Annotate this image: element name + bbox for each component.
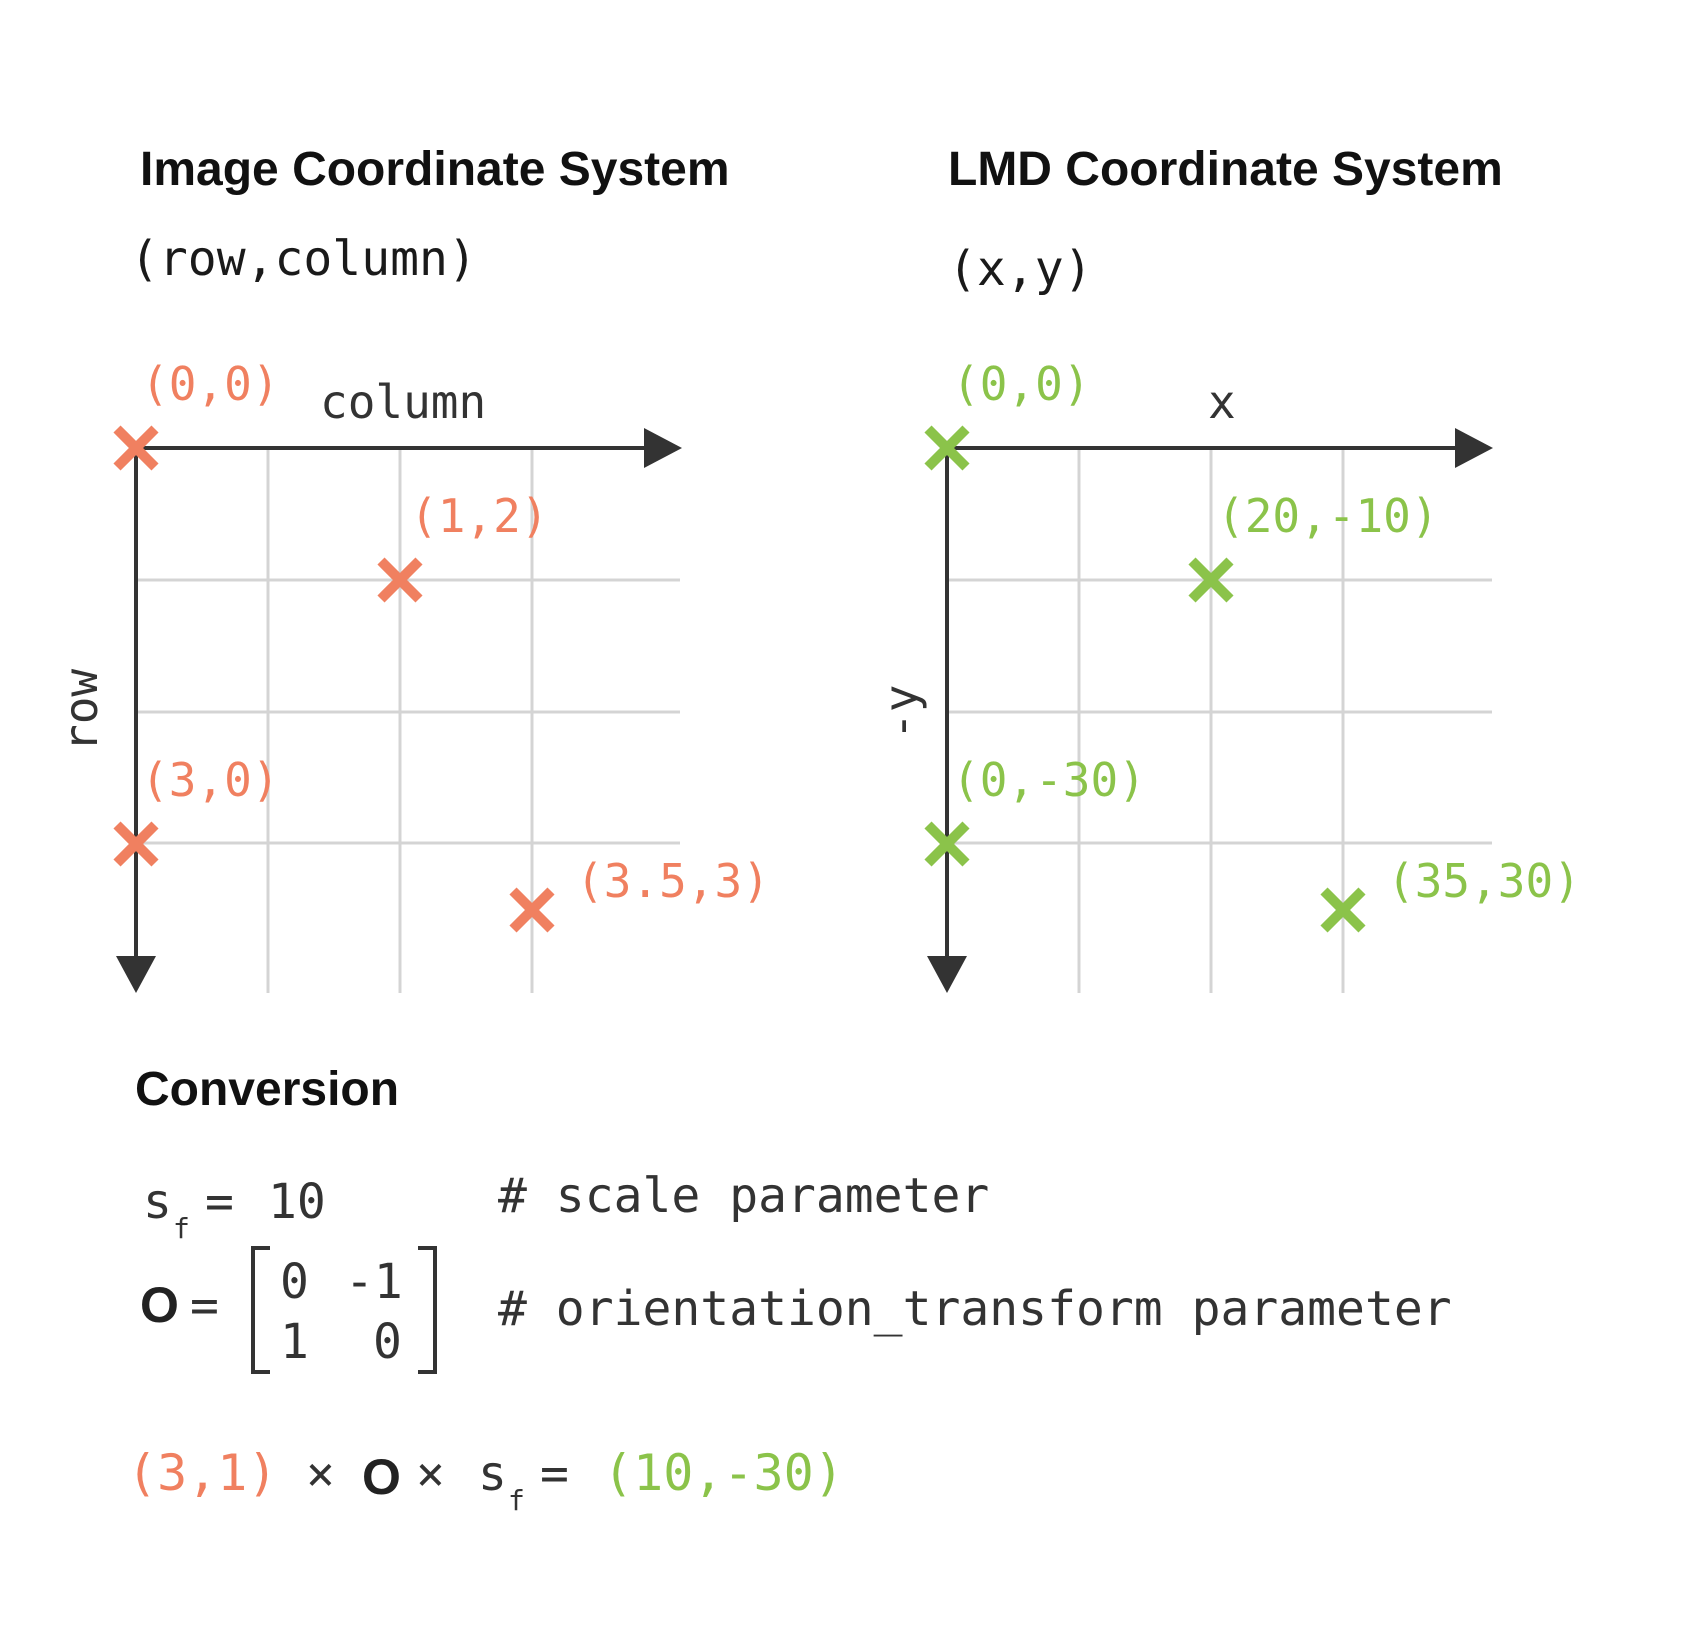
lmd-coordinate-panel: LMD Coordinate System (x,y) x -y (0,0) (2… (874, 143, 1581, 993)
example-scale-subscript: f (508, 1484, 525, 1517)
neg-y-axis-label: -y (874, 685, 928, 740)
point-label: (3.5,3) (576, 854, 770, 908)
matrix-cell: 0 (373, 1314, 402, 1370)
scale-subscript: f (173, 1212, 190, 1245)
image-system-notation: (row,column) (130, 231, 477, 287)
x-axis-arrow-icon (1455, 428, 1493, 468)
point-marker-icon (924, 821, 970, 867)
conversion-heading: Conversion (135, 1063, 399, 1116)
scale-comment: # scale parameter (498, 1168, 989, 1224)
orientation-comment: # orientation_transform parameter (498, 1281, 1452, 1337)
row-axis-arrow-icon (116, 956, 156, 993)
image-system-title: Image Coordinate System (140, 143, 730, 196)
image-points: (0,0) (1,2) (3,0) (3.5,3) (113, 357, 770, 933)
example-matrix-symbol: O (362, 1449, 401, 1505)
lmd-points: (0,0) (20,-10) (0,-30) (35,30) (924, 357, 1581, 933)
matrix-right-bracket (418, 1246, 437, 1374)
conversion-section: Conversion s f = 10 # scale parameter O … (127, 1063, 1452, 1517)
image-coordinate-panel: Image Coordinate System (row,column) col… (54, 143, 770, 993)
matrix-cell: -1 (345, 1254, 403, 1310)
point-marker-icon (1320, 887, 1366, 933)
scale-equals: = (205, 1174, 234, 1230)
column-axis-label: column (320, 375, 486, 429)
orientation-symbol: O (140, 1277, 179, 1333)
image-grid (136, 448, 680, 993)
point-label: (20,-10) (1217, 489, 1439, 543)
orientation-equals: = (190, 1278, 219, 1334)
example-times: × (416, 1446, 445, 1502)
point-label: (35,30) (1387, 854, 1581, 908)
lmd-system-title: LMD Coordinate System (948, 143, 1503, 196)
lmd-grid (947, 448, 1492, 993)
point-label: (0,0) (952, 357, 1090, 411)
point-marker-icon (1188, 557, 1234, 603)
matrix-cell: 0 (280, 1254, 309, 1310)
column-axis-arrow-icon (644, 428, 682, 468)
example-output: (10,-30) (603, 1444, 844, 1502)
row-axis-label: row (54, 669, 108, 752)
matrix-cell: 1 (280, 1314, 309, 1370)
matrix-left-bracket (251, 1246, 270, 1374)
scale-value: 10 (268, 1174, 326, 1230)
point-marker-icon (509, 887, 555, 933)
point-marker-icon (113, 425, 159, 471)
point-marker-icon (113, 821, 159, 867)
example-times: × (306, 1446, 335, 1502)
point-marker-icon (924, 425, 970, 471)
lmd-system-notation: (x,y) (948, 241, 1093, 297)
example-input: (3,1) (127, 1444, 278, 1502)
point-label: (0,0) (141, 357, 279, 411)
neg-y-axis-arrow-icon (927, 956, 967, 993)
point-label: (1,2) (410, 489, 548, 543)
point-label: (0,-30) (952, 753, 1146, 807)
scale-symbol: s (143, 1174, 172, 1230)
example-equals: = (540, 1446, 569, 1502)
x-axis-label: x (1208, 375, 1236, 429)
point-marker-icon (377, 557, 423, 603)
point-label: (3,0) (141, 753, 279, 807)
example-scale-symbol: s (478, 1446, 507, 1502)
